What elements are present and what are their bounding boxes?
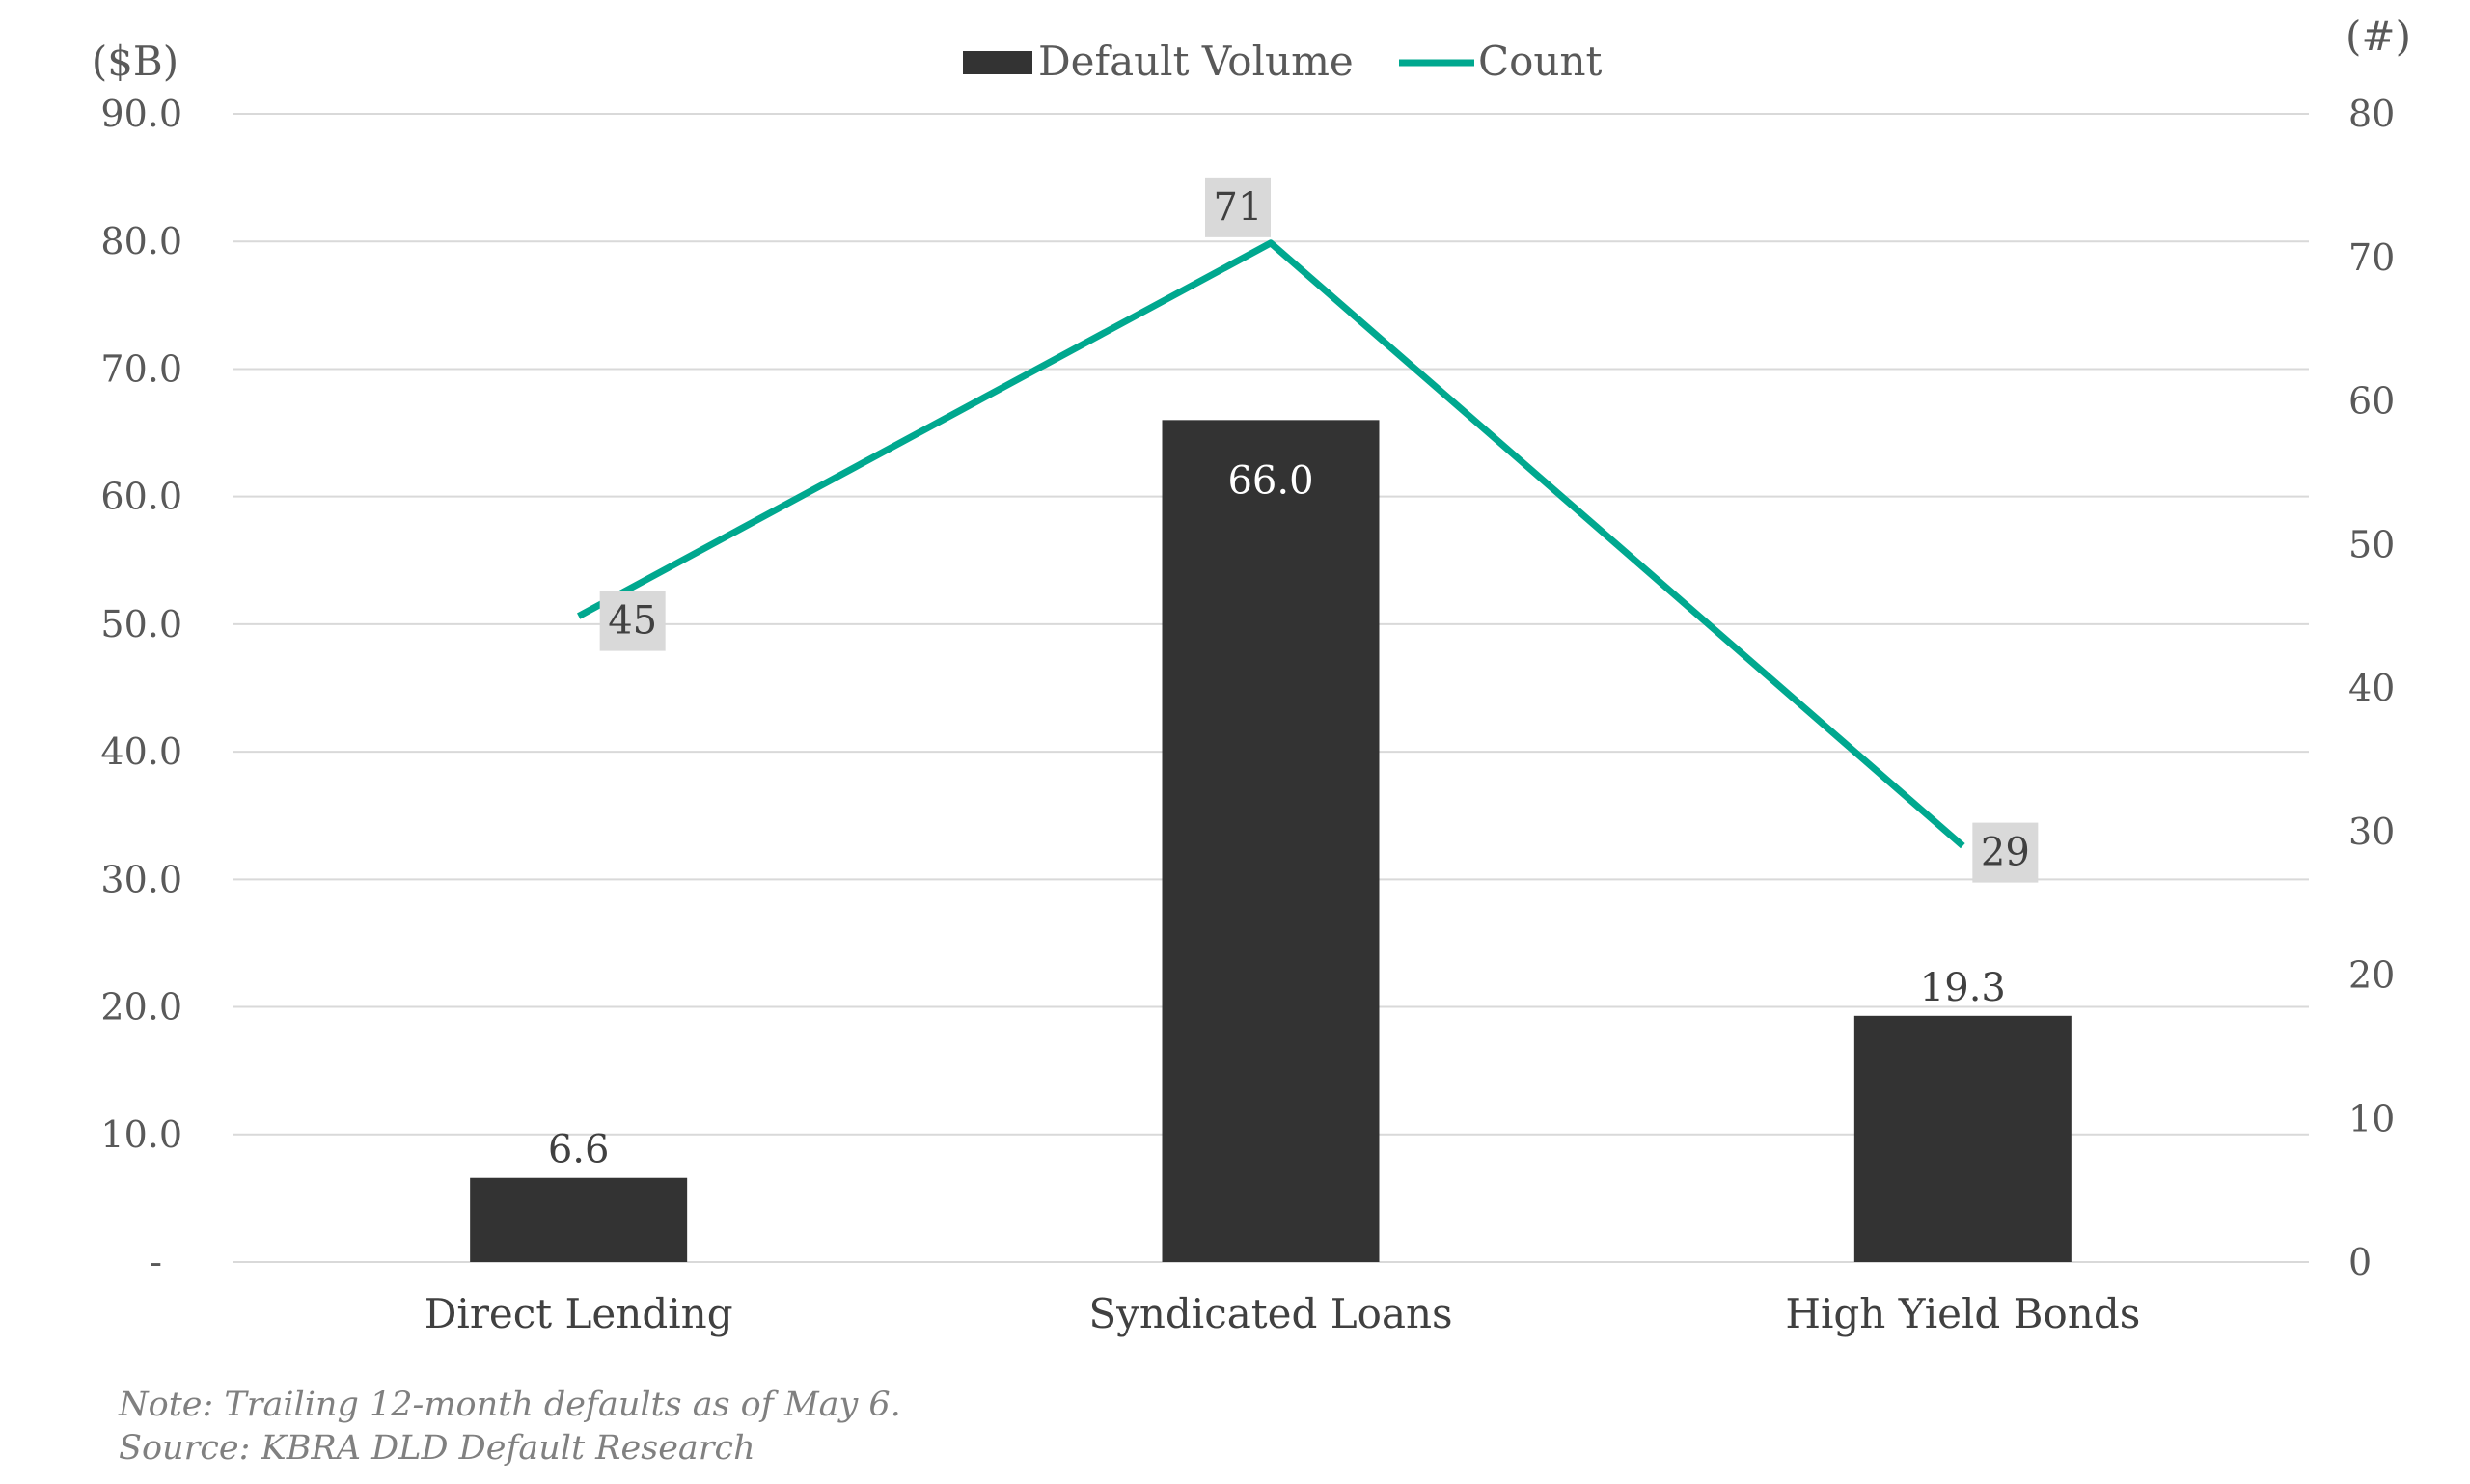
left-tick-label: 30.0 (100, 858, 182, 900)
count-data-label: 45 (608, 599, 657, 644)
right-tick-label: 0 (2348, 1241, 2372, 1283)
bar-data-label: 19.3 (1920, 966, 2006, 1010)
right-tick-label: 10 (2348, 1097, 2395, 1140)
count-label-box (599, 591, 666, 651)
left-tick-label: 10.0 (100, 1113, 182, 1156)
left-tick-label: 70.0 (100, 347, 182, 390)
left-tick-label: 40.0 (100, 730, 182, 773)
note-text: Note: Trailing 12-month defaults as of M… (118, 1386, 901, 1424)
bar-default-volume (1162, 420, 1380, 1262)
right-tick-label: 70 (2348, 236, 2395, 279)
legend: Default Volume Count (963, 38, 1603, 85)
right-tick-label: 30 (2348, 811, 2395, 853)
count-label-box (1972, 822, 2039, 883)
left-tick-label: 80.0 (100, 220, 182, 262)
source-text: Source: KBRA DLD Default Research (119, 1429, 755, 1468)
right-tick-label: 20 (2348, 954, 2395, 997)
left-tick-label: 20.0 (100, 986, 182, 1029)
count-data-label: 71 (1214, 185, 1263, 230)
right-axis-title: (#) (2346, 13, 2411, 60)
right-tick-label: 50 (2348, 523, 2395, 565)
bar-data-label: 6.6 (548, 1128, 610, 1172)
legend-swatch-default-volume (963, 51, 1032, 74)
right-tick-label: 60 (2348, 380, 2395, 423)
bar-default-volume (470, 1177, 688, 1262)
right-tick-label: 40 (2348, 667, 2395, 709)
right-tick-label: 80 (2348, 93, 2395, 135)
left-axis-title: ($B) (92, 38, 178, 85)
category-label: High Yield Bonds (1785, 1290, 2140, 1337)
bar-data-label: 66.0 (1227, 458, 1313, 503)
legend-label-default-volume: Default Volume (1038, 38, 1354, 85)
count-line (577, 239, 1965, 849)
category-label: Syndicated Loans (1088, 1290, 1452, 1337)
count-label-box (1205, 177, 1271, 237)
left-tick-label: 50.0 (100, 603, 182, 646)
legend-label-count: Count (1478, 38, 1603, 85)
count-data-label: 29 (1981, 831, 2030, 875)
left-tick-label: 90.0 (100, 93, 182, 135)
left-tick-label: - (150, 1241, 162, 1283)
category-label: Direct Lending (425, 1290, 733, 1337)
bar-default-volume (1853, 1015, 2072, 1262)
left-tick-label: 60.0 (100, 476, 182, 518)
